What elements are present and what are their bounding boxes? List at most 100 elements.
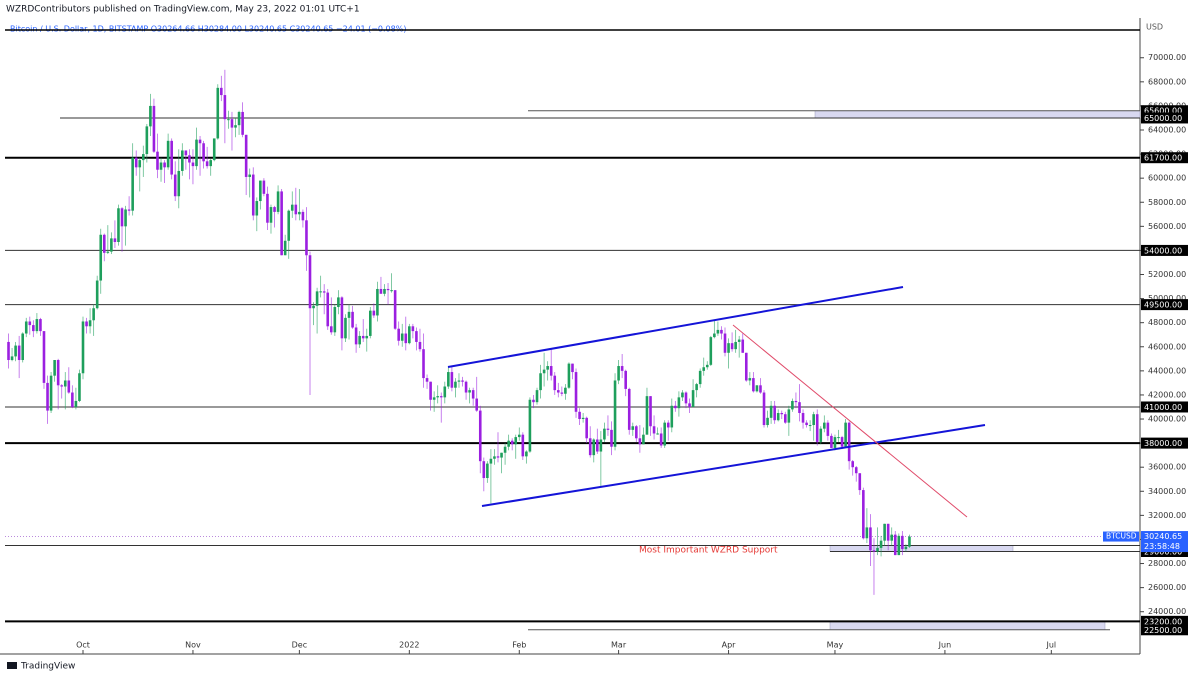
candle-body [713, 333, 716, 338]
candle-body [837, 437, 840, 439]
candle-body [624, 370, 627, 389]
candle-body [461, 380, 464, 382]
candle-body [17, 345, 21, 361]
candle-body [99, 234, 103, 281]
candle-body [383, 288, 386, 294]
candle-body [202, 143, 205, 162]
candle-body [32, 325, 35, 332]
candle-body [525, 451, 528, 457]
candle-body [60, 385, 64, 387]
countdown: 23:58:48 [1144, 542, 1180, 551]
level-label: 41000.00 [1144, 403, 1182, 412]
candle-body [181, 150, 184, 171]
candle-body [290, 204, 294, 211]
candle-body [560, 392, 564, 394]
candle-body [776, 413, 780, 421]
candle-body [705, 364, 709, 368]
y-tick-label: 70000.00 [1148, 53, 1186, 62]
candle-body [486, 463, 489, 479]
candle-body [141, 154, 145, 161]
candle-body [10, 356, 14, 361]
candle-body [578, 411, 581, 420]
candle-body [720, 329, 723, 334]
candle-body [411, 326, 415, 332]
candle-body [617, 366, 620, 381]
level-label-box [1141, 437, 1188, 449]
candle-body [691, 390, 695, 407]
candle-body [301, 211, 305, 221]
candle-body [340, 297, 344, 339]
header: WZRDContributors published on TradingVie… [6, 5, 360, 15]
candle-body [24, 321, 28, 334]
candle-body [447, 372, 450, 387]
candle-body [468, 390, 471, 393]
level-label-box [1141, 244, 1188, 256]
candle-body [138, 160, 142, 168]
candle-body [408, 326, 411, 344]
candle-body [273, 207, 276, 212]
candle-body [716, 329, 720, 334]
y-tick-label: 36000.00 [1148, 463, 1186, 472]
candle-body [762, 392, 766, 426]
candle-body [603, 428, 606, 440]
candle-body [574, 372, 578, 412]
level-label-box [1141, 615, 1188, 627]
candle-body [358, 335, 361, 345]
candle-body [496, 456, 500, 458]
candle-body [376, 288, 379, 316]
candle-body [400, 333, 404, 341]
candle-body [212, 138, 216, 161]
candle-body [638, 438, 642, 445]
candle-body [556, 390, 560, 393]
candle-body [606, 428, 610, 430]
candle-body [766, 417, 769, 426]
x-tick-label: Mar [611, 641, 627, 650]
candle-body [404, 333, 408, 344]
candle-body [294, 204, 298, 215]
candle-body [134, 157, 138, 168]
candle-body [684, 392, 688, 404]
candle-body [149, 105, 152, 127]
candle-body [737, 339, 741, 342]
candle-body [390, 290, 393, 292]
candle-body [81, 321, 85, 374]
trendline [447, 286, 904, 368]
candle-body [298, 211, 301, 215]
level-label-box [1141, 152, 1188, 164]
candle-body [88, 320, 92, 327]
candle-body [901, 535, 904, 550]
candle-body [507, 440, 510, 447]
trendlines [447, 286, 986, 518]
candle-body [769, 405, 773, 418]
candle-body [666, 422, 670, 428]
candle-body [266, 193, 269, 223]
candle-body [372, 310, 376, 316]
candle-body [152, 105, 156, 152]
candle-body [500, 452, 503, 458]
candle-body [127, 209, 131, 211]
level-label: 61700.00 [1144, 154, 1182, 163]
x-tick-label: May [827, 641, 844, 650]
level-label: 38000.00 [1144, 439, 1182, 448]
candle-body [642, 434, 645, 445]
candle-body [35, 319, 39, 332]
candle-body [649, 396, 652, 427]
candle-body [688, 403, 691, 407]
candle-body [269, 207, 273, 223]
level-label-box [1141, 105, 1188, 117]
candle-body [425, 378, 429, 382]
candle-body [255, 201, 259, 216]
candle-body [248, 174, 252, 177]
candle-body [110, 238, 113, 252]
annotation: Most Important WZRD Support [639, 546, 778, 556]
candle-body [503, 446, 507, 453]
candle-body [205, 161, 209, 167]
candle-body [53, 360, 56, 376]
y-tick-label: 64000.00 [1148, 125, 1186, 134]
trendline [732, 324, 968, 518]
currency: USD [1146, 23, 1163, 32]
candle-body [351, 311, 354, 328]
candle-body [815, 414, 819, 442]
candle-body [514, 437, 518, 445]
candle-body [808, 425, 812, 427]
